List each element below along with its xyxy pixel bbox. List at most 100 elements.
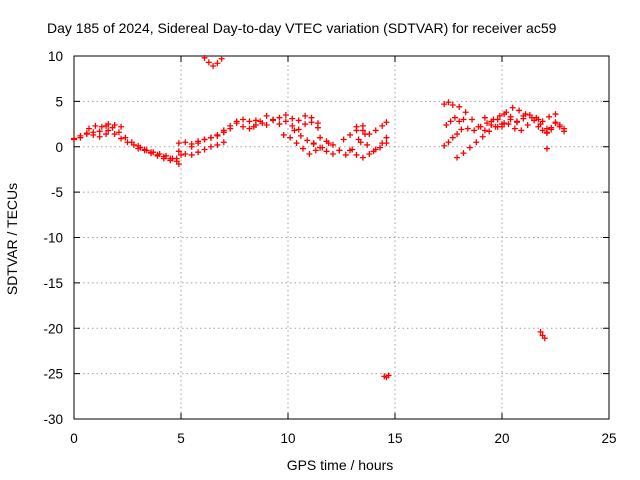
data-point xyxy=(479,133,486,140)
data-point xyxy=(522,111,529,118)
data-point xyxy=(246,125,253,132)
data-point xyxy=(323,148,330,155)
x-tick-label: 10 xyxy=(280,431,295,446)
data-point xyxy=(201,146,208,153)
data-point xyxy=(486,128,493,135)
data-point xyxy=(205,59,212,66)
data-point xyxy=(282,111,289,118)
data-point xyxy=(252,117,259,124)
data-point xyxy=(505,121,512,128)
data-point xyxy=(552,119,559,126)
data-point xyxy=(513,119,520,126)
data-point xyxy=(175,148,182,155)
series-arc-q xyxy=(310,140,343,158)
data-point xyxy=(366,151,373,158)
y-tick-label: -20 xyxy=(43,321,63,336)
data-point xyxy=(481,114,488,121)
y-tick-label: -10 xyxy=(43,231,63,246)
data-point xyxy=(90,129,97,136)
series-arc-r xyxy=(340,122,366,143)
data-point xyxy=(541,335,548,342)
data-point xyxy=(377,144,384,151)
data-point xyxy=(317,134,324,141)
data-point xyxy=(552,111,559,118)
y-tick-label: 5 xyxy=(55,94,63,109)
data-point xyxy=(182,151,189,158)
data-point xyxy=(270,117,277,124)
data-point xyxy=(458,126,465,133)
data-point xyxy=(310,140,317,147)
x-tick-label: 5 xyxy=(177,431,185,446)
series-arc-a xyxy=(71,130,110,143)
x-axis-label: GPS time / hours xyxy=(287,457,394,473)
y-tick-label: -25 xyxy=(43,367,63,382)
series-arc-w xyxy=(441,126,465,149)
data-point xyxy=(175,140,182,147)
data-point xyxy=(359,127,366,134)
data-point xyxy=(287,134,294,141)
data-point xyxy=(336,147,343,154)
data-point xyxy=(280,131,287,138)
data-point xyxy=(111,131,118,138)
data-point xyxy=(96,128,103,135)
series-arc-n xyxy=(263,117,321,133)
data-point xyxy=(477,123,484,130)
data-point xyxy=(464,125,471,132)
data-point xyxy=(370,148,377,155)
data-point xyxy=(71,135,77,142)
data-point xyxy=(499,123,505,130)
grid xyxy=(74,56,609,419)
data-point xyxy=(154,152,161,159)
data-point xyxy=(293,140,300,147)
data-point xyxy=(441,142,448,149)
data-point xyxy=(449,134,456,141)
data-point xyxy=(481,127,488,134)
data-point xyxy=(207,143,214,150)
data-point xyxy=(323,138,330,145)
data-point xyxy=(383,134,390,141)
data-point xyxy=(543,145,550,152)
data-point xyxy=(263,112,270,119)
series-arc-ae xyxy=(543,119,568,137)
series-arc-j xyxy=(201,54,225,69)
data-point xyxy=(340,136,347,143)
data-point xyxy=(276,121,283,128)
data-point xyxy=(263,121,270,128)
data-point xyxy=(130,141,137,148)
data-point xyxy=(383,119,390,126)
data-point xyxy=(460,116,467,123)
data-point xyxy=(135,145,142,152)
data-point xyxy=(488,118,495,125)
series-arc-v xyxy=(441,99,456,109)
data-point xyxy=(460,150,467,157)
y-tick-label: 10 xyxy=(48,49,63,64)
data-point xyxy=(124,139,131,146)
series-arc-d xyxy=(103,122,180,165)
data-point xyxy=(220,129,227,136)
data-point xyxy=(282,118,289,125)
data-point xyxy=(507,116,514,123)
data-point xyxy=(441,101,448,108)
data-point xyxy=(516,107,523,114)
data-point xyxy=(118,135,125,142)
series-arc-g xyxy=(175,139,227,158)
data-point xyxy=(210,62,217,69)
data-point xyxy=(329,151,336,158)
data-point xyxy=(257,118,264,125)
data-point xyxy=(240,116,247,123)
data-point xyxy=(473,139,480,146)
data-point xyxy=(456,103,463,110)
data-point xyxy=(233,118,240,125)
data-point xyxy=(214,60,221,67)
data-point xyxy=(531,117,538,124)
data-point xyxy=(462,109,469,116)
data-point xyxy=(98,123,105,130)
data-point xyxy=(218,55,225,62)
y-tick-label: -15 xyxy=(43,276,63,291)
data-point xyxy=(379,122,386,129)
data-point xyxy=(214,141,221,148)
data-point xyxy=(535,123,542,130)
data-point xyxy=(357,139,364,146)
data-point xyxy=(250,123,257,130)
data-point xyxy=(276,114,283,121)
